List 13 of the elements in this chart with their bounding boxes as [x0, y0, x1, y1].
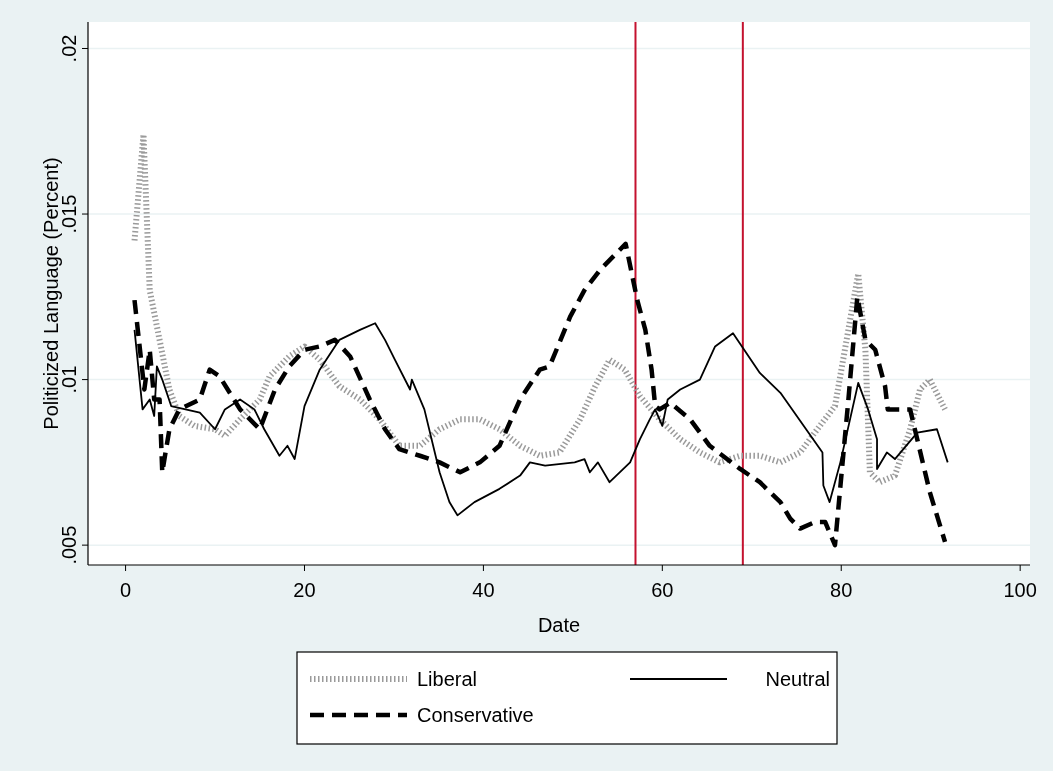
legend-label: Conservative	[417, 704, 534, 726]
x-tick-label: 0	[120, 579, 132, 601]
x-tick-label: 40	[472, 579, 495, 601]
line-series	[132, 241, 948, 548]
x-tick-label: 80	[830, 579, 853, 601]
x-tick-label: 20	[293, 579, 316, 601]
y-tick-label: .02	[58, 34, 80, 63]
y-tick-label: .005	[58, 525, 80, 565]
x-axis-title: Date	[537, 614, 581, 636]
legend-label: Neutral	[765, 668, 830, 690]
legend-label: Liberal	[417, 668, 478, 690]
x-tick-label: 100	[1003, 579, 1037, 601]
x-tick-label: 60	[651, 579, 674, 601]
